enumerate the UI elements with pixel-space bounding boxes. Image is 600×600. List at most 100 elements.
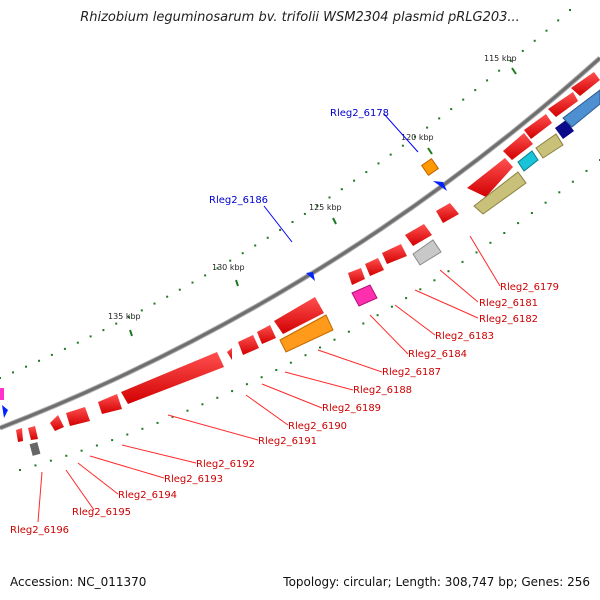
track-dot	[50, 353, 53, 356]
scale-ticks	[129, 67, 517, 337]
gene-arrow	[571, 72, 600, 96]
feature-left-blue	[2, 405, 8, 418]
track-dot	[498, 69, 501, 72]
leader-lines	[37, 113, 501, 523]
label-rleg2-6193[interactable]: Rleg2_6193	[164, 474, 223, 485]
gene-arrow	[227, 348, 232, 360]
track-dot	[419, 288, 422, 291]
gene-arrow	[66, 407, 90, 426]
track-dot	[558, 191, 561, 194]
label-rleg2-6186[interactable]: Rleg2_6186	[209, 195, 268, 206]
track-dot	[260, 376, 263, 379]
gene-arrow	[548, 92, 578, 117]
gene-arrow	[365, 258, 384, 276]
gene-arrow	[16, 428, 23, 442]
track-dot	[447, 270, 450, 273]
track-dot	[229, 259, 232, 262]
track-dot	[377, 162, 380, 165]
track-dot	[241, 252, 244, 255]
track-dot	[204, 274, 207, 277]
track-dot	[279, 228, 282, 231]
track-dot	[166, 295, 169, 298]
track-dot	[316, 204, 319, 207]
feature-rleg2-6186	[306, 272, 315, 281]
track-dot	[304, 354, 307, 357]
gene-box-pink	[351, 284, 378, 307]
track-dot	[517, 222, 520, 225]
track-dot	[291, 221, 294, 223]
gene-arrow	[382, 244, 407, 264]
label-rleg2-6181[interactable]: Rleg2_6181	[479, 298, 538, 309]
track-dot	[333, 338, 336, 341]
track-dot	[433, 279, 436, 282]
label-rleg2-6187[interactable]: Rleg2_6187	[382, 367, 441, 378]
label-rleg2-6182[interactable]: Rleg2_6182	[479, 314, 538, 325]
gene-arrow	[28, 426, 38, 440]
track-dot	[353, 179, 356, 182]
label-rleg2-6188[interactable]: Rleg2_6188	[353, 385, 412, 396]
label-rleg2-6195[interactable]: Rleg2_6195	[72, 507, 131, 518]
feature-orange-small	[420, 157, 440, 177]
tick-130	[235, 279, 239, 287]
track-dot	[111, 439, 114, 442]
tick-120	[427, 147, 433, 155]
track-dot	[80, 449, 83, 452]
topology-summary: Topology: circular; Length: 308,747 bp; …	[283, 575, 590, 589]
scale-label-115: 115 kbp	[484, 54, 517, 63]
gene-track-secondary	[29, 89, 600, 456]
scale-label-120: 120 kbp	[401, 133, 434, 142]
gene-arrow	[467, 158, 513, 197]
track-dot	[533, 39, 536, 42]
track-dot	[390, 305, 393, 308]
track-dot	[475, 251, 478, 254]
gene-box-cyan	[517, 150, 539, 172]
track-dot	[95, 444, 98, 447]
label-rleg2-6184[interactable]: Rleg2_6184	[408, 349, 467, 360]
feature-left-pink	[0, 388, 4, 400]
tick-125	[332, 217, 337, 225]
label-rleg2-6196[interactable]: Rleg2_6196	[10, 525, 69, 536]
track-dot	[38, 359, 40, 362]
accession-text: Accession: NC_011370	[10, 575, 147, 589]
outer-features	[0, 157, 447, 418]
track-dot	[186, 409, 189, 412]
gene-arrow	[121, 352, 224, 404]
label-rleg2-6179[interactable]: Rleg2_6179	[500, 282, 559, 293]
label-rleg2-6190[interactable]: Rleg2_6190	[288, 421, 347, 432]
map-title: Rhizobium leguminosarum bv. trifolii WSM…	[80, 10, 520, 25]
track-dot	[245, 383, 248, 386]
track-dot	[401, 144, 404, 147]
tick-115	[511, 67, 517, 75]
gene-box-grey	[412, 239, 442, 266]
gene-arrow	[98, 394, 122, 414]
track-dot	[450, 108, 453, 111]
track-dot	[0, 377, 1, 379]
scale-label-130: 130 kbp	[212, 263, 245, 272]
track-dot	[201, 403, 204, 406]
track-dot	[362, 322, 365, 325]
label-rleg2-6183[interactable]: Rleg2_6183	[435, 331, 494, 342]
track-dot	[153, 302, 156, 305]
gene-arrow	[524, 114, 552, 139]
track-dot	[545, 29, 548, 32]
label-rleg2-6192[interactable]: Rleg2_6192	[196, 459, 255, 470]
track-dot	[254, 244, 257, 247]
gene-arrow	[503, 133, 533, 160]
track-dot	[289, 361, 292, 364]
label-rleg2-6191[interactable]: Rleg2_6191	[258, 436, 317, 447]
label-rleg2-6178[interactable]: Rleg2_6178	[330, 108, 389, 119]
track-dot	[530, 212, 533, 214]
backbone	[0, 56, 600, 431]
gene-arrow	[436, 203, 459, 223]
track-dot	[216, 396, 219, 399]
track-dot	[509, 59, 512, 62]
track-dot	[156, 421, 159, 424]
label-rleg2-6194[interactable]: Rleg2_6194	[118, 490, 177, 501]
track-dot	[474, 89, 477, 92]
track-dot	[115, 322, 118, 325]
track-dot	[12, 371, 14, 374]
track-dot	[65, 454, 68, 457]
label-rleg2-6189[interactable]: Rleg2_6189	[322, 403, 381, 414]
gene-box-khaki	[473, 171, 527, 215]
